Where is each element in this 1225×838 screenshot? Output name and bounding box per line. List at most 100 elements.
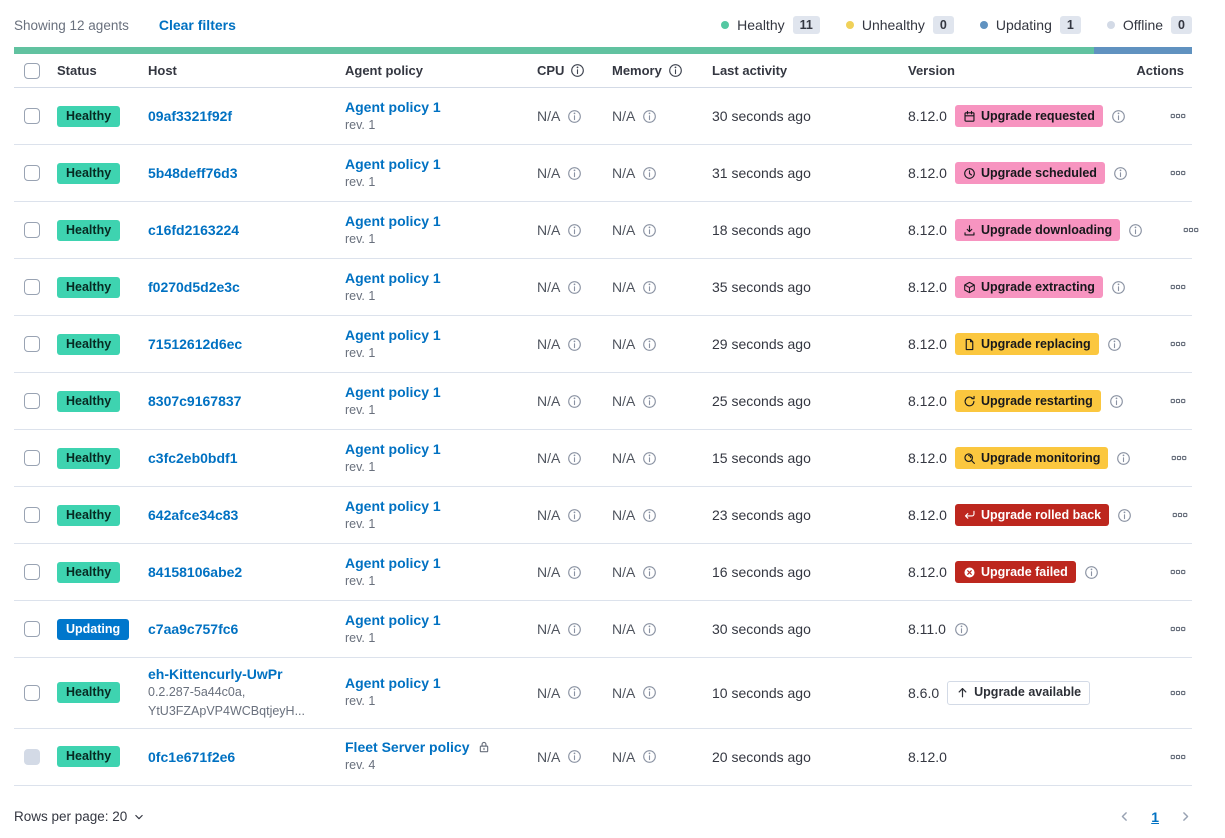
cpu-na-info-icon[interactable]: [567, 622, 582, 637]
policy-link[interactable]: Agent policy 1: [345, 611, 441, 628]
version-info-icon[interactable]: [1116, 451, 1131, 466]
cpu-na-info-icon[interactable]: [567, 280, 582, 295]
header-actions: Actions: [1136, 63, 1184, 78]
legend-label: Offline: [1122, 17, 1164, 33]
select-all-checkbox[interactable]: [24, 62, 40, 79]
version-info-icon[interactable]: [1084, 565, 1099, 580]
host-link[interactable]: eh-Kittencurly-UwPr: [148, 666, 283, 682]
policy-link[interactable]: Agent policy 1: [345, 440, 441, 457]
version-info-icon[interactable]: [1128, 223, 1143, 238]
row-checkbox[interactable]: [24, 279, 40, 295]
row-actions-button[interactable]: [1166, 104, 1190, 128]
host-link[interactable]: 0fc1e671f2e6: [148, 748, 236, 765]
row-checkbox[interactable]: [24, 564, 40, 580]
memory-na-info-icon[interactable]: [642, 622, 657, 637]
table-row: Healthy 0fc1e671f2e6 Fleet Server policy…: [14, 729, 1192, 786]
version-info-icon[interactable]: [1111, 280, 1126, 295]
cpu-info-icon[interactable]: [570, 63, 585, 78]
row-checkbox[interactable]: [24, 684, 40, 701]
cpu-na-info-icon[interactable]: [567, 685, 582, 700]
memory-info-icon[interactable]: [668, 63, 683, 78]
row-checkbox[interactable]: [24, 507, 40, 523]
row-checkbox[interactable]: [24, 450, 40, 466]
row-checkbox[interactable]: [24, 222, 40, 238]
memory-na-info-icon[interactable]: [642, 508, 657, 523]
status-badge: Healthy: [57, 682, 121, 704]
host-link[interactable]: 71512612d6ec: [148, 336, 243, 352]
previous-page-button[interactable]: [1118, 810, 1131, 823]
version-info-icon[interactable]: [1111, 109, 1126, 124]
memory-na-info-icon[interactable]: [642, 394, 657, 409]
version-info-icon[interactable]: [954, 622, 969, 637]
rows-per-page-select[interactable]: Rows per page: 20: [14, 809, 145, 824]
memory-na-info-icon[interactable]: [642, 451, 657, 466]
host-link[interactable]: 642afce34c83: [148, 507, 239, 523]
row-actions-button[interactable]: [1167, 446, 1191, 470]
policy-link[interactable]: Agent policy 1: [345, 675, 441, 692]
version-info-icon[interactable]: [1113, 166, 1128, 181]
host-link[interactable]: 5b48deff76d3: [148, 165, 238, 181]
policy-link[interactable]: Agent policy 1: [345, 269, 441, 286]
policy-link[interactable]: Agent policy 1: [345, 155, 441, 172]
policy-link[interactable]: Agent policy 1: [345, 497, 441, 514]
cpu-na-info-icon[interactable]: [567, 109, 582, 124]
row-checkbox[interactable]: [24, 393, 40, 409]
host-link[interactable]: c16fd2163224: [148, 222, 240, 238]
memory-na-info-icon[interactable]: [642, 749, 657, 764]
cpu-na-info-icon[interactable]: [567, 394, 582, 409]
legend-item-unhealthy[interactable]: Unhealthy 0: [845, 16, 954, 34]
row-checkbox[interactable]: [24, 336, 40, 352]
row-actions-button[interactable]: [1166, 332, 1190, 356]
memory-na-info-icon[interactable]: [642, 166, 657, 181]
policy-link[interactable]: Agent policy 1: [345, 212, 441, 229]
row-actions-button[interactable]: [1166, 275, 1190, 299]
version-value: 8.12.0: [908, 450, 947, 466]
cpu-na-info-icon[interactable]: [567, 337, 582, 352]
row-checkbox[interactable]: [24, 621, 40, 637]
policy-link[interactable]: Agent policy 1: [345, 98, 441, 115]
memory-na-info-icon[interactable]: [642, 685, 657, 700]
cpu-na-info-icon[interactable]: [567, 508, 582, 523]
page-1-button[interactable]: 1: [1151, 808, 1159, 825]
host-link[interactable]: c7aa9c757fc6: [148, 621, 239, 637]
memory-na-info-icon[interactable]: [642, 337, 657, 352]
row-checkbox[interactable]: [24, 108, 40, 124]
version-info-icon[interactable]: [1109, 394, 1124, 409]
cpu-na-info-icon[interactable]: [567, 223, 582, 238]
row-actions-button[interactable]: [1179, 218, 1203, 242]
cpu-na-info-icon[interactable]: [567, 749, 582, 764]
policy-link[interactable]: Agent policy 1: [345, 554, 441, 571]
next-page-button[interactable]: [1179, 810, 1192, 823]
cpu-na-info-icon[interactable]: [567, 451, 582, 466]
row-actions-button[interactable]: [1166, 617, 1190, 641]
host-link[interactable]: f0270d5d2e3c: [148, 279, 240, 295]
host-link[interactable]: 8307c9167837: [148, 393, 242, 409]
memory-na-info-icon[interactable]: [642, 565, 657, 580]
host-link[interactable]: c3fc2eb0bdf1: [148, 450, 238, 466]
host-link[interactable]: 84158106abe2: [148, 564, 243, 580]
policy-link[interactable]: Agent policy 1: [345, 326, 441, 343]
last-activity-value: 15 seconds ago: [712, 450, 811, 466]
version-info-icon[interactable]: [1107, 337, 1122, 352]
host-link[interactable]: 09af3321f92f: [148, 108, 233, 124]
legend-item-healthy[interactable]: Healthy 11: [721, 16, 820, 34]
cpu-na-info-icon[interactable]: [567, 565, 582, 580]
legend-item-offline[interactable]: Offline 0: [1106, 16, 1192, 34]
memory-na-info-icon[interactable]: [642, 109, 657, 124]
version-info-icon[interactable]: [1117, 508, 1132, 523]
memory-na-info-icon[interactable]: [642, 280, 657, 295]
policy-revision: rev. 1: [345, 231, 376, 246]
cpu-na-info-icon[interactable]: [567, 166, 582, 181]
policy-link[interactable]: Agent policy 1: [345, 383, 441, 400]
row-actions-button[interactable]: [1166, 745, 1190, 769]
row-actions-button[interactable]: [1166, 681, 1190, 705]
row-actions-button[interactable]: [1168, 503, 1192, 527]
row-checkbox[interactable]: [24, 165, 40, 181]
row-actions-button[interactable]: [1166, 161, 1190, 185]
row-actions-button[interactable]: [1166, 560, 1190, 584]
row-actions-button[interactable]: [1166, 389, 1190, 413]
policy-link[interactable]: Fleet Server policy: [345, 739, 470, 756]
memory-na-info-icon[interactable]: [642, 223, 657, 238]
clear-filters-link[interactable]: Clear filters: [158, 17, 236, 33]
legend-item-updating[interactable]: Updating 1: [979, 16, 1081, 34]
